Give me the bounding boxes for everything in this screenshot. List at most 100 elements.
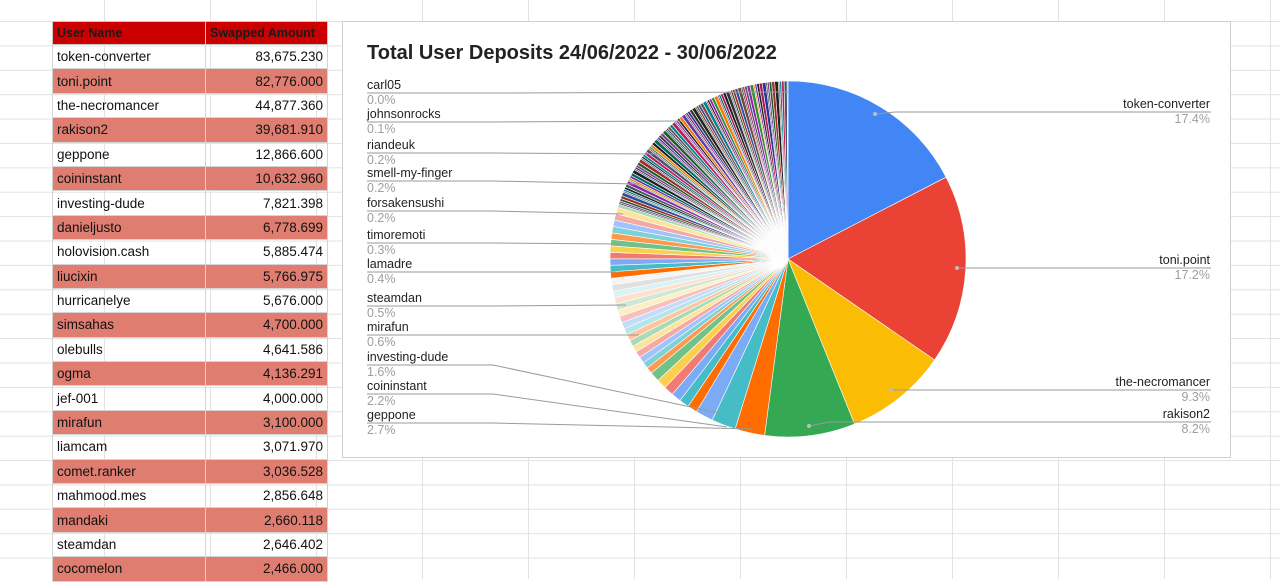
table-row: jef-001 4,000.000	[52, 385, 328, 411]
slice-percent-label: 17.4%	[1175, 112, 1210, 126]
slice-label: geppone	[367, 408, 416, 422]
pie-slice[interactable]	[787, 258, 936, 425]
slice-label: mirafun	[367, 320, 409, 334]
leader-line	[492, 120, 682, 123]
slice-label: johnsonrocks	[366, 107, 441, 121]
cell-user-name[interactable]: danieljusto	[52, 214, 206, 241]
cell-swapped-amount[interactable]: 3,071.970	[205, 434, 328, 460]
cell-user-name[interactable]: liucixin	[52, 263, 206, 289]
slice-label: rakison2	[1163, 407, 1210, 421]
leader-dot	[889, 388, 893, 392]
cell-user-name[interactable]: steamdan	[52, 531, 206, 558]
table-row: olebulls 4,641.586	[52, 336, 328, 363]
cell-user-name[interactable]: mandaki	[52, 507, 206, 533]
cell-user-name[interactable]: cocomelon	[52, 556, 206, 582]
cell-user-name[interactable]: liamcam	[52, 434, 206, 460]
header-user-name[interactable]: User Name	[52, 21, 206, 45]
cell-user-name[interactable]: comet.ranker	[52, 458, 206, 485]
cell-user-name[interactable]: toni.point	[52, 68, 206, 94]
table-row: cocomelon 2,466.000	[52, 556, 328, 582]
slice-percent-label: 0.3%	[367, 243, 396, 257]
slice-label: forsakensushi	[367, 196, 444, 210]
leader-line	[808, 421, 830, 427]
cell-swapped-amount[interactable]: 3,100.000	[205, 409, 328, 436]
leader-line	[492, 422, 754, 430]
cell-user-name[interactable]: the-necromancer	[52, 92, 206, 119]
cell-swapped-amount[interactable]: 6,778.699	[205, 214, 328, 241]
cell-swapped-amount[interactable]: 39,681.910	[205, 117, 328, 143]
slice-percent-label: 0.5%	[367, 306, 396, 320]
data-table: User Name Swapped Amount token-converter…	[52, 21, 328, 582]
cell-user-name[interactable]: simsahas	[52, 312, 206, 338]
pie-chart-card[interactable]: Total User Deposits 24/06/2022 - 30/06/2…	[342, 21, 1231, 458]
cell-swapped-amount[interactable]: 4,000.000	[205, 385, 328, 411]
table-row: mandaki 2,660.118	[52, 507, 328, 533]
cell-user-name[interactable]: rakison2	[52, 117, 206, 143]
cell-swapped-amount[interactable]: 4,641.586	[205, 336, 328, 363]
cell-swapped-amount[interactable]: 44,877.360	[205, 92, 328, 119]
slice-label: the-necromancer	[1116, 375, 1211, 389]
cell-swapped-amount[interactable]: 5,676.000	[205, 287, 328, 314]
slice-percent-label: 2.7%	[367, 423, 396, 437]
cell-user-name[interactable]: mirafun	[52, 409, 206, 436]
cell-swapped-amount[interactable]: 10,632.960	[205, 165, 328, 192]
pie-slice[interactable]	[787, 80, 947, 260]
cell-swapped-amount[interactable]: 2,660.118	[205, 507, 328, 533]
cell-swapped-amount[interactable]: 7,821.398	[205, 190, 328, 216]
slice-label: token-converter	[1123, 97, 1210, 111]
cell-user-name[interactable]: ogma	[52, 361, 206, 387]
cell-user-name[interactable]: geppone	[52, 141, 206, 167]
slice-percent-label: 1.6%	[367, 365, 396, 379]
cell-swapped-amount[interactable]: 2,646.402	[205, 531, 328, 558]
cell-swapped-amount[interactable]: 2,856.648	[205, 483, 328, 509]
cell-user-name[interactable]: investing-dude	[52, 190, 206, 216]
table-row: simsahas 4,700.000	[52, 312, 328, 338]
table-row: hurricanelye 5,676.000	[52, 287, 328, 314]
slice-label: timoremoti	[367, 228, 425, 242]
slice-label: smell-my-finger	[367, 166, 452, 180]
slice-percent-label: 0.4%	[367, 272, 396, 286]
cell-swapped-amount[interactable]: 5,766.975	[205, 263, 328, 289]
cell-user-name[interactable]: jef-001	[52, 385, 206, 411]
table-row: coininstant 10,632.960	[52, 165, 328, 192]
table-row: mirafun 3,100.000	[52, 409, 328, 436]
cell-swapped-amount[interactable]: 3,036.528	[205, 458, 328, 485]
cell-user-name[interactable]: coininstant	[52, 165, 206, 192]
pie-slice[interactable]	[786, 80, 789, 260]
leader-line	[492, 304, 627, 307]
cell-swapped-amount[interactable]: 83,675.230	[205, 43, 328, 70]
slice-label: toni.point	[1159, 253, 1210, 267]
leader-line	[492, 152, 660, 155]
table-row: holovision.cash 5,885.474	[52, 239, 328, 265]
cell-user-name[interactable]: token-converter	[52, 43, 206, 70]
table-row: geppone 12,866.600	[52, 141, 328, 167]
table-row: investing-dude 7,821.398	[52, 190, 328, 216]
leader-line	[492, 242, 620, 245]
slice-percent-label: 17.2%	[1175, 268, 1210, 282]
cell-user-name[interactable]: holovision.cash	[52, 239, 206, 265]
table-row: the-necromancer 44,877.360	[52, 92, 328, 119]
leader-line	[492, 180, 640, 185]
cell-swapped-amount[interactable]: 2,466.000	[205, 556, 328, 582]
slice-percent-label: 0.2%	[367, 153, 396, 167]
leader-dot	[873, 112, 877, 116]
slice-percent-label: 0.2%	[367, 181, 396, 195]
table-row: rakison2 39,681.910	[52, 117, 328, 143]
leader-line	[492, 210, 624, 215]
pie-slice[interactable]	[787, 176, 967, 361]
slice-percent-label: 0.6%	[367, 335, 396, 349]
header-swapped-amount[interactable]: Swapped Amount	[205, 21, 328, 45]
cell-swapped-amount[interactable]: 82,776.000	[205, 68, 328, 94]
cell-swapped-amount[interactable]: 4,700.000	[205, 312, 328, 338]
cell-swapped-amount[interactable]: 12,866.600	[205, 141, 328, 167]
cell-user-name[interactable]: olebulls	[52, 336, 206, 363]
cell-swapped-amount[interactable]: 5,885.474	[205, 239, 328, 265]
table-row: liucixin 5,766.975	[52, 263, 328, 289]
cell-user-name[interactable]: mahmood.mes	[52, 483, 206, 509]
leader-line	[492, 91, 789, 94]
slice-percent-label: 9.3%	[1182, 390, 1211, 404]
table-row: comet.ranker 3,036.528	[52, 458, 328, 485]
pie-slice[interactable]	[764, 257, 855, 438]
cell-user-name[interactable]: hurricanelye	[52, 287, 206, 314]
cell-swapped-amount[interactable]: 4,136.291	[205, 361, 328, 387]
